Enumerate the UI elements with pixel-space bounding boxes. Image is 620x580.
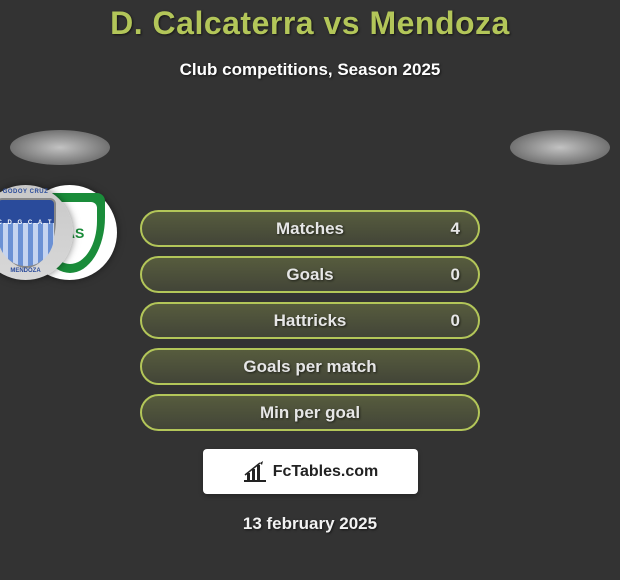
date-label: 13 february 2025	[0, 514, 620, 534]
club-right-initials: C.D.G.C.A.T	[0, 220, 54, 226]
player-left-avatar	[10, 130, 110, 165]
bar-chart-icon	[242, 461, 268, 483]
main-area: CAS GODOY CRUZ C.D.G.C.A.T MENDOZA Match…	[0, 115, 620, 534]
stat-row-hattricks: Hattricks 0	[140, 302, 480, 339]
stat-value: 0	[451, 265, 460, 285]
stats-list: Matches 4 Goals 0 Hattricks 0 Goals per …	[140, 210, 480, 431]
club-right-top: GODOY CRUZ	[0, 189, 66, 195]
attribution-text: FcTables.com	[273, 463, 379, 481]
stat-label: Hattricks	[142, 311, 478, 331]
stat-row-mpg: Min per goal	[140, 394, 480, 431]
stat-label: Matches	[142, 219, 478, 239]
competition-subtitle: Club competitions, Season 2025	[0, 60, 620, 80]
stat-label: Goals per match	[142, 357, 478, 377]
stat-row-matches: Matches 4	[140, 210, 480, 247]
stat-label: Goals	[142, 265, 478, 285]
comparison-card: D. Calcaterra vs Mendoza Club competitio…	[0, 0, 620, 534]
page-title: D. Calcaterra vs Mendoza	[0, 5, 620, 42]
stat-value: 0	[451, 311, 460, 331]
attribution-badge[interactable]: FcTables.com	[203, 449, 418, 494]
shield-icon: C.D.G.C.A.T	[0, 198, 56, 268]
stat-value: 4	[451, 219, 460, 239]
stat-row-goals: Goals 0	[140, 256, 480, 293]
player-right-avatar	[510, 130, 610, 165]
stat-label: Min per goal	[142, 403, 478, 423]
club-right-bottom: MENDOZA	[0, 268, 61, 274]
stat-row-gpm: Goals per match	[140, 348, 480, 385]
